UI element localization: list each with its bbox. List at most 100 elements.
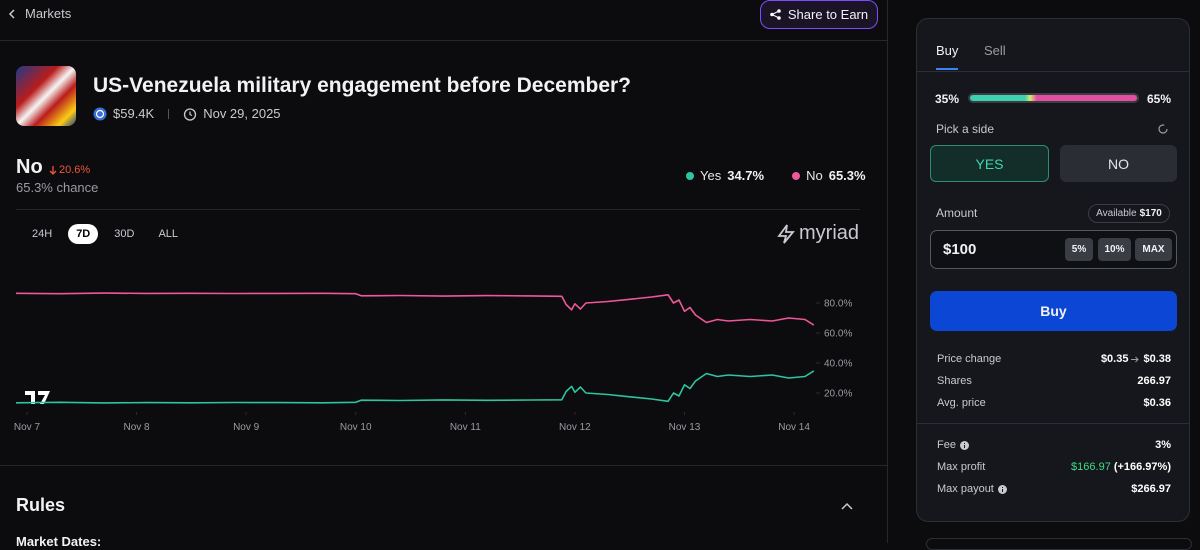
- header-divider: [0, 40, 887, 41]
- x-tick-label: Nov 11: [450, 422, 481, 433]
- column-divider: [887, 0, 888, 543]
- market-thumbnail: [16, 66, 76, 126]
- x-tick-label: Nov 13: [669, 422, 701, 433]
- row-label: Max profit: [937, 461, 986, 473]
- row-label: Price change: [937, 353, 1002, 365]
- avg-price-row: Avg. price $0.36: [937, 397, 1171, 409]
- price-to: $0.38: [1143, 353, 1171, 365]
- x-tick-label: Nov 8: [123, 422, 150, 433]
- legend-name: No: [806, 168, 823, 183]
- amount-value: $100: [943, 241, 977, 258]
- row-value: 266.97: [1137, 375, 1171, 387]
- price-from: $0.35: [1100, 353, 1129, 365]
- row-value: 3%: [1155, 439, 1171, 451]
- pick-label: Pick a side: [936, 122, 995, 136]
- legend: Yes 34.7% No 65.3%: [686, 168, 866, 183]
- tv-logo: [25, 391, 50, 404]
- legend-item: Yes 34.7%: [686, 168, 764, 183]
- row-value: $166.97 (+166.97%): [1071, 461, 1171, 473]
- change-value: 20.6%: [59, 164, 91, 176]
- info-icon[interactable]: [997, 484, 1007, 494]
- legend-dot: [792, 171, 801, 180]
- preset-10[interactable]: 10%: [1098, 238, 1131, 261]
- yes-share: 35%: [935, 92, 960, 106]
- buy-tab[interactable]: Buy: [936, 43, 959, 58]
- share-label: Share to Earn: [787, 7, 869, 22]
- market-meta: $59.4K Nov 29, 2025: [93, 106, 281, 121]
- brand-name: myriad: [799, 222, 860, 244]
- range-tab[interactable]: 30D: [114, 228, 135, 240]
- chart-divider: [16, 209, 860, 210]
- share-button[interactable]: Share to Earn: [760, 0, 878, 29]
- clock-icon: [184, 107, 197, 121]
- meta-separator: [168, 108, 170, 119]
- shares-row: Shares 266.97: [937, 375, 1171, 387]
- no-button[interactable]: NO: [1060, 145, 1177, 182]
- buy-button[interactable]: Buy: [930, 291, 1177, 331]
- split-bar: [968, 93, 1139, 103]
- tab-divider: [917, 71, 1189, 72]
- amount-label: Amount: [936, 206, 978, 220]
- outcome-chance: 65.3% chance: [16, 180, 99, 195]
- available-value: $170: [1139, 208, 1162, 219]
- yes-button[interactable]: YES: [930, 145, 1049, 182]
- x-tick-label: Nov 12: [559, 422, 591, 433]
- range-tab[interactable]: ALL: [158, 228, 179, 240]
- brand-icon: [777, 223, 795, 244]
- legend-value: 65.3%: [828, 168, 866, 183]
- share-icon: [770, 9, 781, 20]
- amount-input[interactable]: [930, 230, 1177, 269]
- row-value: $0.36: [1143, 397, 1171, 409]
- arrow-icon: [1131, 356, 1140, 362]
- profit-amount: $166.97: [1071, 461, 1111, 473]
- trade-card: [916, 18, 1190, 522]
- x-tick-label: Nov 14: [778, 422, 810, 433]
- preset-5[interactable]: 5%: [1065, 238, 1093, 261]
- fee-label: Fee: [937, 439, 956, 451]
- row-label: Max payout: [937, 483, 1007, 495]
- row-label: Fee: [937, 439, 969, 451]
- tab-underline: [936, 68, 958, 70]
- brand: myriad: [777, 222, 859, 245]
- back-chevron: [8, 8, 15, 19]
- payout-label: Max payout: [937, 483, 994, 495]
- range-tab[interactable]: 7D: [68, 224, 99, 244]
- legend-value: 34.7%: [727, 168, 765, 183]
- info-icon[interactable]: [959, 440, 969, 450]
- profit-percent: (+166.97%): [1113, 461, 1171, 473]
- row-value: $0.35 $0.38: [1101, 353, 1171, 365]
- row-label: Shares: [937, 375, 972, 387]
- back-link[interactable]: Markets: [8, 6, 71, 21]
- market-title: US-Venezuela military engagement before …: [93, 74, 632, 97]
- x-tick-label: Nov 9: [233, 422, 260, 433]
- price-change-row: Price change $0.35 $0.38: [937, 353, 1171, 365]
- rules-divider: [0, 465, 887, 466]
- available-pill: Available $170: [1088, 204, 1170, 223]
- range-tab[interactable]: 24H: [32, 228, 53, 240]
- max-profit-row: Max profit $166.97 (+166.97%): [937, 461, 1171, 473]
- y-tick-label: 80.0%: [824, 299, 852, 310]
- range-tabs: 24H 7D 30D ALL: [24, 224, 186, 244]
- collapse-chevron[interactable]: [841, 502, 853, 510]
- down-arrow: [49, 166, 57, 175]
- outcome-change: 20.6%: [49, 164, 90, 176]
- x-tick-label: Nov 10: [340, 422, 372, 433]
- price-chart: 20.0% 40.0% 60.0% 80.0% Nov 7 Nov 8 Nov 9 Nov 1…: [14, 292, 852, 433]
- next-card: [926, 538, 1192, 550]
- x-tick-label: Nov 7: [14, 422, 41, 433]
- rules-heading: Rules: [16, 495, 66, 515]
- sell-tab[interactable]: Sell: [984, 43, 1006, 58]
- fee-row: Fee 3%: [937, 439, 1171, 451]
- available-label: Available: [1096, 208, 1137, 219]
- coin-icon: [93, 107, 107, 120]
- legend-item: No 65.3%: [792, 168, 866, 183]
- no-share: 65%: [1147, 92, 1172, 106]
- market-date: Nov 29, 2025: [203, 106, 281, 121]
- legend-name: Yes: [700, 168, 722, 183]
- series-line: [15, 370, 815, 404]
- refresh-icon[interactable]: [1157, 123, 1169, 135]
- preset-max[interactable]: MAX: [1135, 238, 1172, 261]
- summary-divider: [917, 423, 1189, 424]
- series-line: [15, 292, 815, 326]
